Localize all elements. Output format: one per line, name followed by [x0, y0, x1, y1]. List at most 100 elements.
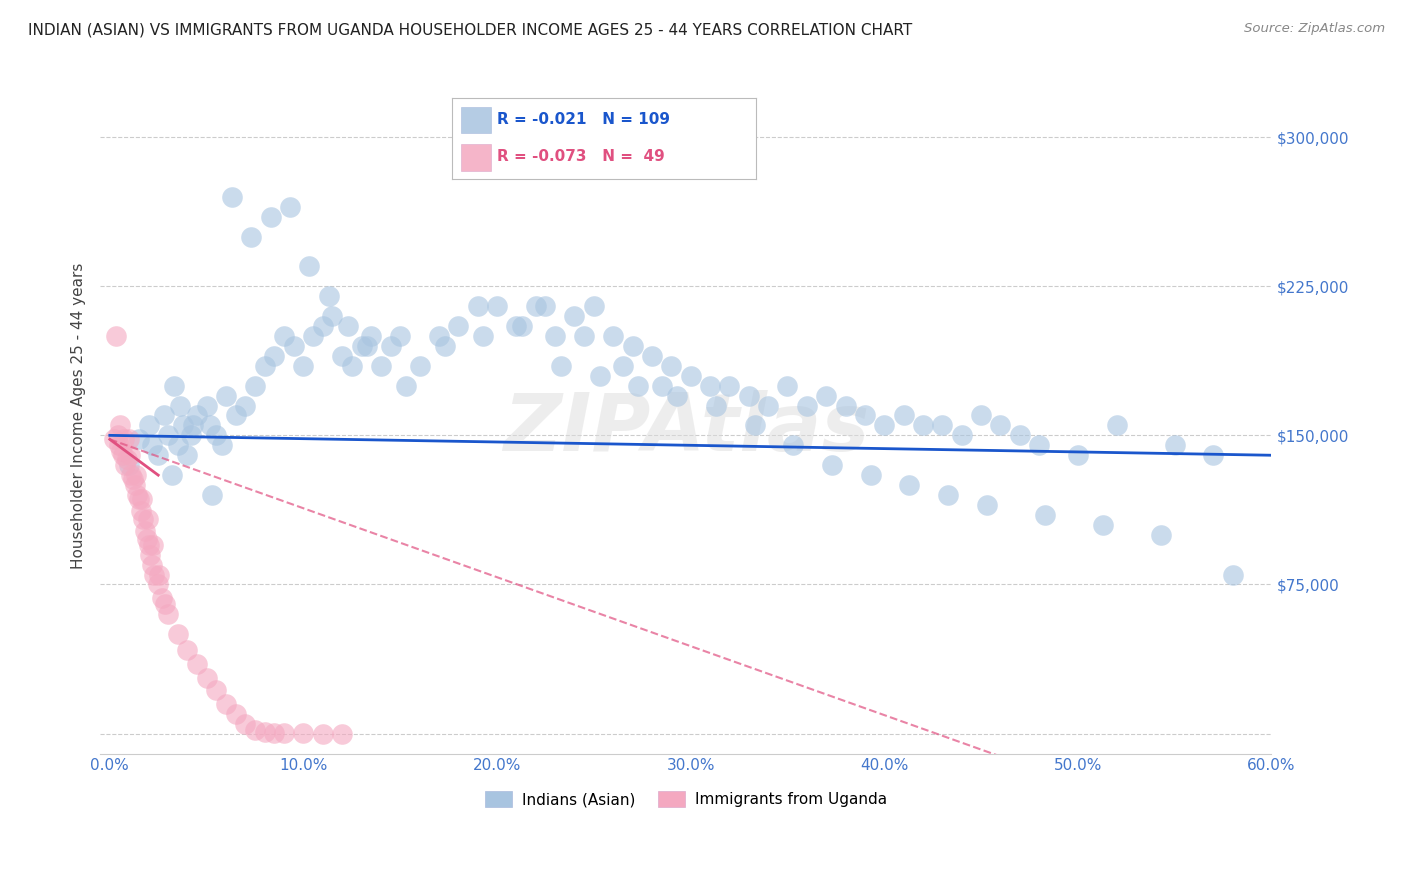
- Point: [505, 318, 527, 333]
- Point: [321, 309, 343, 323]
- Point: [148, 448, 170, 462]
- Point: [292, 726, 315, 740]
- Point: [408, 359, 430, 373]
- Point: [544, 329, 567, 343]
- Point: [163, 378, 186, 392]
- Text: INDIAN (ASIAN) VS IMMIGRANTS FROM UGANDA HOUSEHOLDER INCOME AGES 25 - 44 YEARS C: INDIAN (ASIAN) VS IMMIGRANTS FROM UGANDA…: [28, 22, 912, 37]
- Point: [253, 359, 276, 373]
- Point: [110, 418, 132, 433]
- Point: [278, 200, 301, 214]
- Point: [156, 428, 179, 442]
- Point: [205, 428, 228, 442]
- Point: [243, 723, 266, 737]
- Point: [259, 210, 281, 224]
- Point: [172, 418, 194, 433]
- Point: [141, 558, 163, 572]
- Point: [898, 478, 921, 492]
- Point: [467, 299, 489, 313]
- Point: [215, 697, 238, 711]
- Point: [139, 548, 162, 562]
- Point: [225, 409, 247, 423]
- Point: [215, 388, 238, 402]
- Point: [853, 409, 876, 423]
- Point: [1163, 438, 1185, 452]
- Point: [380, 339, 402, 353]
- Point: [131, 491, 153, 506]
- Point: [704, 399, 727, 413]
- Point: [627, 378, 650, 392]
- Point: [225, 706, 247, 721]
- Point: [108, 438, 131, 452]
- Point: [120, 448, 142, 462]
- Point: [156, 607, 179, 622]
- Point: [221, 190, 243, 204]
- Point: [263, 725, 285, 739]
- Point: [273, 726, 295, 740]
- Point: [142, 538, 165, 552]
- Point: [243, 378, 266, 392]
- Point: [115, 452, 138, 467]
- Point: [298, 260, 321, 274]
- Point: [143, 567, 166, 582]
- Point: [782, 438, 804, 452]
- Point: [356, 339, 378, 353]
- Point: [186, 657, 208, 671]
- Point: [834, 399, 856, 413]
- Point: [621, 339, 644, 353]
- Point: [125, 468, 148, 483]
- Point: [141, 438, 163, 452]
- Point: [572, 329, 595, 343]
- Point: [128, 433, 150, 447]
- Point: [233, 399, 256, 413]
- Legend: Indians (Asian), Immigrants from Uganda: Indians (Asian), Immigrants from Uganda: [479, 785, 893, 814]
- Point: [153, 598, 176, 612]
- Point: [200, 418, 222, 433]
- Point: [120, 468, 142, 483]
- Point: [166, 627, 188, 641]
- Point: [510, 318, 533, 333]
- Point: [148, 577, 170, 591]
- Point: [312, 318, 335, 333]
- Point: [718, 378, 741, 392]
- Point: [738, 388, 761, 402]
- Point: [136, 512, 159, 526]
- Point: [195, 671, 218, 685]
- Point: [486, 299, 509, 313]
- Point: [1092, 517, 1115, 532]
- Point: [128, 491, 150, 506]
- Point: [976, 498, 998, 512]
- Point: [433, 339, 456, 353]
- Point: [360, 329, 382, 343]
- Point: [176, 643, 198, 657]
- Point: [744, 418, 766, 433]
- Point: [893, 409, 915, 423]
- Point: [1202, 448, 1225, 462]
- Point: [138, 418, 160, 433]
- Point: [395, 378, 418, 392]
- Point: [1222, 567, 1244, 582]
- Point: [148, 567, 170, 582]
- Point: [233, 716, 256, 731]
- Point: [134, 524, 156, 538]
- Point: [1008, 428, 1031, 442]
- Point: [776, 378, 799, 392]
- Point: [181, 418, 204, 433]
- Point: [472, 329, 495, 343]
- Point: [104, 329, 127, 343]
- Point: [160, 468, 183, 483]
- Point: [911, 418, 934, 433]
- Point: [125, 488, 148, 502]
- Point: [118, 433, 141, 447]
- Point: [588, 368, 610, 383]
- Point: [1033, 508, 1056, 522]
- Text: Source: ZipAtlas.com: Source: ZipAtlas.com: [1244, 22, 1385, 36]
- Point: [970, 409, 993, 423]
- Point: [135, 532, 157, 546]
- Point: [564, 309, 586, 323]
- Point: [350, 339, 373, 353]
- Point: [330, 349, 353, 363]
- Point: [550, 359, 572, 373]
- Point: [651, 378, 673, 392]
- Point: [821, 458, 844, 473]
- Point: [931, 418, 953, 433]
